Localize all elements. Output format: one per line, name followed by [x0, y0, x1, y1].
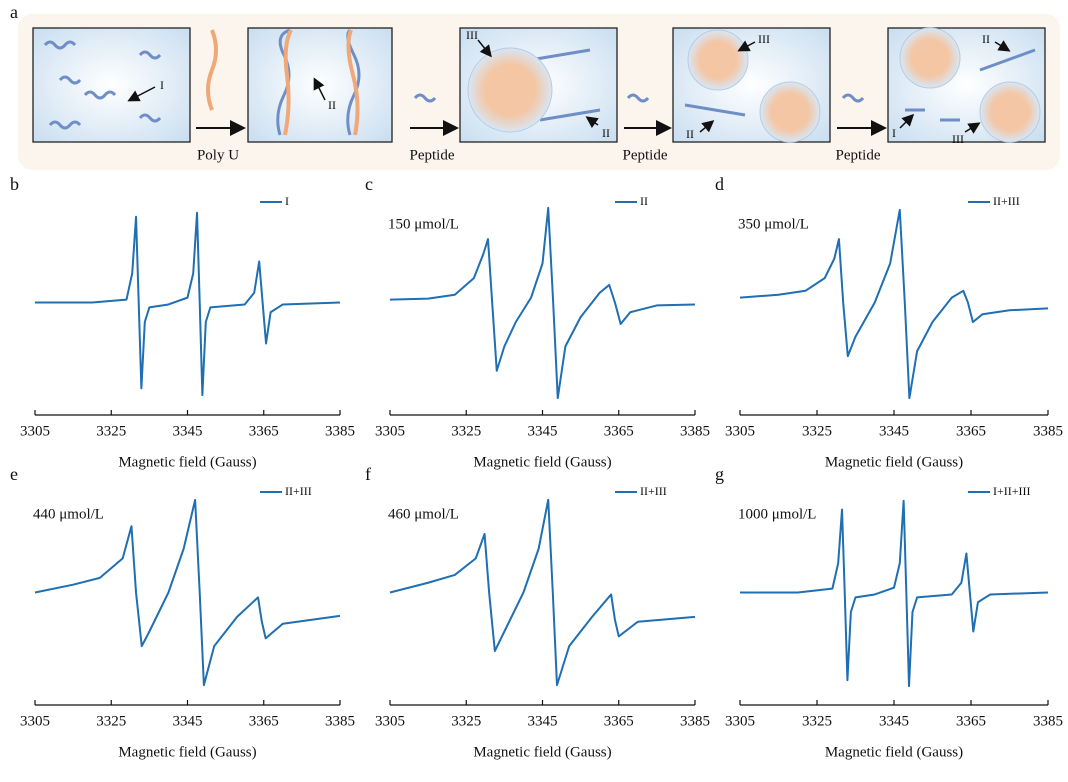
x-tick-label: 3385	[1033, 713, 1063, 729]
x-axis-label: Magnetic field (Gauss)	[473, 744, 611, 760]
x-tick-label: 3345	[528, 423, 558, 439]
x-axis-label: Magnetic field (Gauss)	[118, 454, 256, 470]
x-tick-label: 3365	[956, 423, 986, 439]
x-tick-label: 3345	[173, 423, 203, 439]
x-tick-label: 3385	[325, 713, 355, 729]
x-tick-label: 3385	[325, 423, 355, 439]
x-tick-label: 3305	[20, 713, 50, 729]
condensates	[467, 27, 1041, 143]
species-label: II	[686, 127, 694, 141]
legend-label: I+II+III	[993, 484, 1031, 498]
species-label: I	[160, 78, 164, 92]
spectrum-line	[389, 498, 696, 687]
spectrum-panel: d 350 μmol/L 3305 3325 3345 3365 3385 Magnetic …	[715, 174, 1063, 470]
x-tick-label: 3305	[375, 713, 405, 729]
species-label: II	[328, 98, 336, 112]
x-tick-label: 3305	[725, 713, 755, 729]
x-axis-label: Magnetic field (Gauss)	[825, 454, 963, 470]
x-tick-label: 3345	[173, 713, 203, 729]
concentration-label: 350 μmol/L	[738, 216, 809, 232]
species-label: III	[466, 28, 478, 42]
x-tick-label: 3385	[680, 713, 710, 729]
x-tick-label: 3325	[96, 423, 126, 439]
concentration-label: 440 μmol/L	[33, 506, 104, 522]
x-tick-label: 3385	[680, 423, 710, 439]
spectrum-panel: e 440 μmol/L 3305 3325 3345 3365 3385 Magnetic …	[10, 464, 355, 760]
rna-strands	[43, 28, 1036, 136]
panel-letter: a	[10, 2, 18, 22]
spectrum-panel: b 3305 3325 3345 3365 3385 Magnetic field (Gau…	[10, 174, 355, 470]
panel-letter: g	[715, 464, 724, 484]
x-tick-label: 3325	[802, 713, 832, 729]
scheme-box	[247, 27, 393, 143]
concentration-label: 150 μmol/L	[388, 216, 459, 232]
species-label: II	[982, 32, 990, 46]
panel-letter: d	[715, 174, 724, 194]
step-label: Peptide	[836, 147, 881, 163]
species-label: III	[952, 132, 964, 146]
legend-label: II	[640, 194, 648, 208]
process-arrows	[127, 39, 1011, 136]
spectrum-line	[34, 498, 341, 687]
x-axis-label: Magnetic field (Gauss)	[473, 454, 611, 470]
concentration-label: 1000 μmol/L	[738, 506, 816, 522]
x-tick-label: 3365	[604, 713, 634, 729]
step-label: Peptide	[623, 147, 668, 163]
x-tick-label: 3345	[879, 423, 909, 439]
x-tick-label: 3325	[451, 713, 481, 729]
x-tick-label: 3365	[604, 423, 634, 439]
legend-label: I	[285, 194, 289, 208]
spectrum-panel: g 1000 μmol/L 3305 3325 3345 3365 3385 Magnetic…	[715, 464, 1063, 760]
x-tick-label: 3325	[451, 423, 481, 439]
panel-letter: b	[10, 174, 19, 194]
panel-a: a Pol	[10, 2, 1060, 170]
x-tick-label: 3365	[956, 713, 986, 729]
step-label: Peptide	[410, 147, 455, 163]
panel-letter: f	[365, 464, 371, 484]
x-axis-label: Magnetic field (Gauss)	[825, 744, 963, 760]
x-tick-label: 3305	[20, 423, 50, 439]
spectrum-line	[389, 206, 696, 400]
legend-label: II+III	[993, 194, 1020, 208]
x-tick-label: 3325	[802, 423, 832, 439]
x-tick-label: 3385	[1033, 423, 1063, 439]
x-tick-label: 3365	[249, 423, 279, 439]
concentration-label: 460 μmol/L	[388, 506, 459, 522]
panel-letter: c	[365, 174, 373, 194]
poly-u-strands	[206, 29, 360, 136]
legend-label: II+III	[285, 484, 312, 498]
x-tick-label: 3345	[879, 713, 909, 729]
panel-letter: e	[10, 464, 18, 484]
legend-label: II+III	[640, 484, 667, 498]
spectrum-panel: c 150 μmol/L 3305 3325 3345 3365 3385 Magnetic …	[365, 174, 710, 470]
spectrum-line	[740, 499, 1049, 688]
species-label: II	[602, 126, 610, 140]
spectrum-line	[35, 211, 341, 397]
x-axis-label: Magnetic field (Gauss)	[118, 744, 256, 760]
species-label: III	[758, 32, 770, 46]
species-label: I	[892, 126, 896, 140]
x-tick-label: 3365	[249, 713, 279, 729]
x-tick-label: 3305	[725, 423, 755, 439]
spectrum-line	[739, 208, 1049, 400]
x-tick-label: 3345	[528, 713, 558, 729]
step-label: Poly U	[197, 147, 239, 163]
x-tick-label: 3325	[96, 713, 126, 729]
spectrum-panel: f 460 μmol/L 3305 3325 3345 3365 3385 Magnetic …	[365, 464, 710, 760]
x-tick-label: 3305	[375, 423, 405, 439]
